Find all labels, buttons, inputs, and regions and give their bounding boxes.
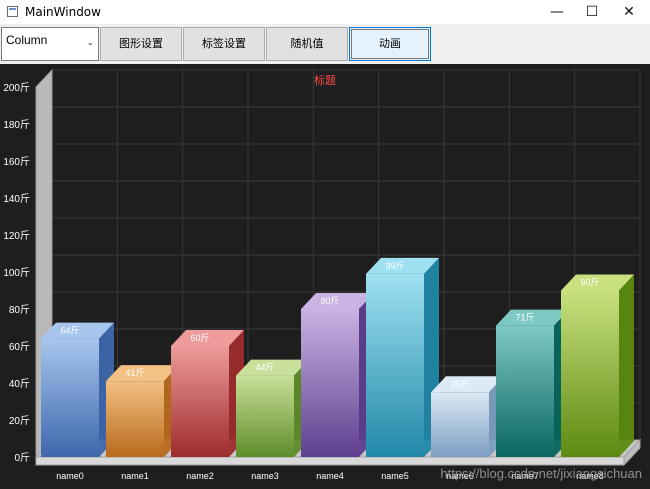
- bar-top: [236, 359, 309, 376]
- data-label: 71斤: [515, 313, 534, 323]
- random-values-button[interactable]: 随机值: [266, 27, 348, 61]
- chart-area: 0斤 20斤 40斤 60斤 80斤 100斤 120斤 140斤 160斤 180斤 200斤 64…: [0, 64, 650, 489]
- shape-settings-button[interactable]: 图形设置: [100, 27, 182, 61]
- window-titlebar: MainWindow — ☐ ✕: [0, 0, 650, 25]
- bar-top: [366, 257, 439, 274]
- y-tick-label: 0斤: [14, 452, 30, 464]
- maximize-button[interactable]: ☐: [585, 4, 599, 20]
- bar-top: [561, 274, 634, 291]
- y-tick-label: 200斤: [3, 82, 30, 94]
- bar: [171, 346, 229, 457]
- x-tick-label: name3: [251, 471, 279, 481]
- x-tick-label: name2: [186, 471, 214, 481]
- data-label: 60斤: [190, 333, 209, 343]
- x-tick-label: name7: [511, 471, 539, 481]
- chart-type-value: Column: [6, 33, 48, 47]
- data-label: 35斤: [450, 379, 469, 389]
- bar-top: [41, 322, 114, 339]
- column-chart: 0斤 20斤 40斤 60斤 80斤 100斤 120斤 140斤 160斤 180斤 200斤 64…: [3, 68, 642, 481]
- label-settings-button[interactable]: 标签设置: [183, 27, 265, 61]
- data-label: 99斤: [385, 261, 404, 271]
- data-label: 44斤: [255, 363, 274, 373]
- y-tick-label: 40斤: [9, 378, 30, 390]
- chart-type-select[interactable]: Column ⌄: [1, 27, 99, 61]
- data-label: 64斤: [60, 326, 79, 336]
- y-tick-label: 120斤: [3, 230, 30, 242]
- chart-title: 标题: [314, 75, 336, 87]
- bar-top: [106, 365, 179, 382]
- bar-side: [619, 274, 634, 457]
- x-tick-label: name6: [446, 471, 474, 481]
- x-tick-label: name8: [576, 471, 604, 481]
- toolbar: Column ⌄ 图形设置 标签设置 随机值 动画: [0, 24, 650, 64]
- minimize-button[interactable]: —: [550, 4, 564, 20]
- y-tick-label: 20斤: [9, 415, 30, 427]
- bar-top: [431, 376, 504, 393]
- bar: [41, 338, 99, 457]
- x-tick-label: name1: [121, 471, 149, 481]
- data-label: 41斤: [125, 368, 144, 378]
- animation-button[interactable]: 动画: [349, 27, 431, 61]
- bar: [496, 325, 554, 457]
- window-title: MainWindow: [25, 5, 101, 19]
- bar: [561, 290, 619, 457]
- bar-top: [301, 293, 374, 309]
- bar-top: [496, 309, 569, 326]
- chevron-down-icon: ⌄: [86, 37, 94, 47]
- y-tick-label: 80斤: [9, 304, 30, 316]
- app-icon: [7, 6, 18, 17]
- close-button[interactable]: ✕: [623, 4, 635, 20]
- bar: [236, 375, 294, 457]
- bar: [431, 392, 489, 457]
- y-tick-label: 180斤: [3, 119, 30, 131]
- y-tick-label: 100斤: [3, 267, 30, 279]
- x-tick-label: name0: [56, 471, 84, 481]
- x-tick-label: name4: [316, 471, 344, 481]
- floor-edge: [35, 456, 625, 466]
- floor-side: [623, 438, 641, 467]
- bar: [301, 309, 359, 457]
- bar: [106, 381, 164, 457]
- bar: [366, 273, 424, 457]
- y-tick-label: 140斤: [3, 193, 30, 205]
- bar-top: [171, 330, 244, 346]
- y-tick-label: 160斤: [3, 156, 30, 168]
- data-label: 90斤: [580, 278, 599, 288]
- y-tick-label: 60斤: [9, 341, 30, 353]
- watermark: https://blog.csdn.net/jixiangsichuan: [440, 466, 642, 481]
- data-label: 80斤: [320, 296, 339, 306]
- x-tick-label: name5: [381, 471, 409, 481]
